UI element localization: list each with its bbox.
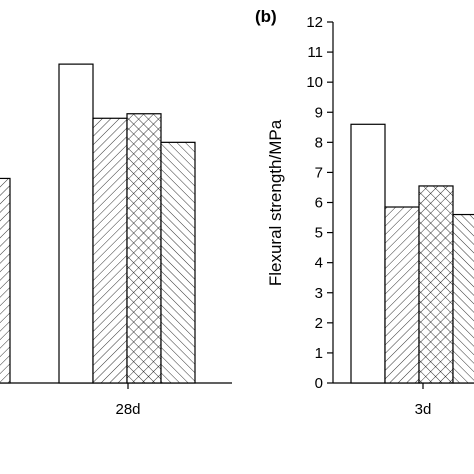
panel-a-bar-s0-c1: [58, 63, 94, 384]
panel-b-y-tick-label-9: 9: [315, 104, 323, 121]
panel-b-y-tick-label-4: 4: [315, 255, 323, 272]
panel-b-bars: [350, 123, 474, 384]
panel-a-bar-s1-c1: [92, 117, 128, 384]
panel-b-y-tick-label-6: 6: [315, 195, 323, 212]
panel-b-bar-s0-c0: [350, 123, 386, 384]
panel-a-bar-s1-c0: [0, 177, 11, 384]
panel-a-bar-s2-c1: [126, 113, 162, 384]
panel-b-category-label-0: 3d: [415, 401, 432, 418]
panel-a-bars: [0, 63, 196, 384]
panel-b-y-axis-label: Flexural strength/MPa: [266, 119, 285, 286]
panel-b: (b) Flexural strength/MPa 3d 01234567891…: [255, 7, 474, 418]
panel-a: 28d: [0, 63, 232, 418]
panel-a-category-label-1: 28d: [115, 401, 140, 418]
panel-b-y-tick-label-7: 7: [315, 164, 323, 181]
panel-b-y-tick-label-5: 5: [315, 225, 323, 242]
panel-b-y-tick-label-11: 11: [307, 44, 323, 61]
panel-b-bar-s1-c0: [384, 206, 420, 384]
panel-b-y-tick-label-3: 3: [315, 285, 323, 302]
panel-b-y-tick-label-2: 2: [315, 315, 323, 332]
panel-b-label: (b): [255, 7, 277, 26]
panel-b-y-tick-label-0: 0: [315, 375, 323, 392]
panel-b-y-tick-label-8: 8: [315, 134, 323, 151]
panel-a-bar-s3-c1: [160, 141, 196, 384]
panel-b-bar-s3-c0: [452, 213, 474, 384]
panel-b-y-tick-label-12: 12: [306, 14, 323, 31]
panel-b-bar-s2-c0: [418, 185, 454, 384]
panel-b-y-tick-label-10: 10: [306, 74, 323, 91]
panel-b-y-tick-label-1: 1: [315, 345, 323, 362]
